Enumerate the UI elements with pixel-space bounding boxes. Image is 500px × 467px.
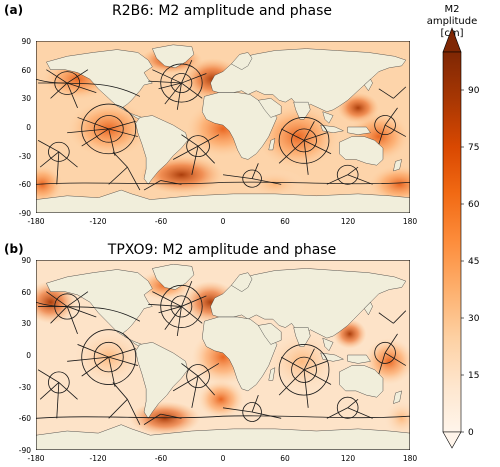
panel-a-ytick: -30 (19, 152, 31, 161)
panel-b-xtick: 180 (403, 454, 418, 463)
colorbar-tick-label: 60 (468, 200, 480, 210)
panel-b-xtick: 60 (280, 454, 290, 463)
colorbar-ticks: 90 75 60 45 30 15 0 (461, 86, 480, 438)
colorbar-gradient (442, 51, 462, 433)
panel-a-map (36, 41, 410, 213)
panel-a-label: (a) (4, 3, 23, 17)
panel-a-ytick: -60 (19, 180, 31, 189)
panel-a-xtick: 120 (341, 217, 356, 226)
panel-b: (b) TPXO9: M2 amplitude and phase 90 60 … (4, 242, 417, 463)
panel-a-y-ticks: 90 60 30 0 -30 -60 -90 (19, 37, 31, 218)
panel-b-ytick: 60 (21, 288, 31, 297)
panel-a-ytick: 60 (21, 66, 31, 75)
panel-b-ytick: -90 (19, 446, 31, 455)
panel-b-ytick: 0 (26, 351, 31, 360)
panel-a-xtick: 0 (221, 217, 226, 226)
colorbar-tick-label: 45 (468, 257, 479, 267)
panel-a-title: R2B6: M2 amplitude and phase (112, 3, 332, 19)
panel-b-ytick: -30 (19, 383, 31, 392)
panel-b-xtick: -180 (27, 454, 44, 463)
colorbar-tick-label: 90 (468, 86, 480, 96)
colorbar-tick-label: 75 (468, 143, 479, 153)
colorbar: M2 amplitude [cm] 90 75 60 45 30 15 0 (427, 4, 480, 449)
panel-b-xtick: 120 (341, 454, 356, 463)
colorbar-title-line2: amplitude (427, 16, 478, 27)
panel-b-ytick: 30 (21, 319, 31, 328)
panel-a-ytick: 0 (26, 123, 31, 132)
colorbar-tick-label: 30 (468, 314, 480, 324)
panel-b-ytick: 90 (21, 256, 31, 265)
colorbar-tick-label: 15 (468, 371, 479, 381)
colorbar-title-line1: M2 (445, 4, 460, 15)
panel-b-xtick: -60 (155, 454, 167, 463)
panel-b-xtick: -120 (89, 454, 106, 463)
panel-a-xtick: -180 (27, 217, 44, 226)
panel-b-xtick: 0 (221, 454, 226, 463)
panel-a-ytick: 90 (21, 37, 31, 46)
panel-b-y-ticks: 90 60 30 0 -30 -60 -90 (19, 256, 31, 455)
panel-a-ytick: 30 (21, 94, 31, 103)
panel-a-x-ticks: -180 -120 -60 0 60 120 180 (27, 217, 417, 226)
panel-b-title: TPXO9: M2 amplitude and phase (107, 242, 336, 258)
colorbar-tick-label: 0 (468, 428, 474, 438)
colorbar-extend-arrow-low (442, 431, 462, 449)
panel-a-ytick: -90 (19, 209, 31, 218)
panel-a-xtick: 60 (280, 217, 290, 226)
panel-a-xtick: -120 (89, 217, 106, 226)
panel-b-ytick: -60 (19, 414, 31, 423)
panel-a-xtick: 180 (403, 217, 418, 226)
panel-b-x-ticks: -180 -120 -60 0 60 120 180 (27, 454, 417, 463)
panel-b-label: (b) (4, 242, 24, 256)
panel-a: (a) R2B6: M2 amplitude and phase 90 60 (4, 3, 417, 226)
panel-a-xtick: -60 (155, 217, 167, 226)
panel-b-map (36, 260, 410, 450)
